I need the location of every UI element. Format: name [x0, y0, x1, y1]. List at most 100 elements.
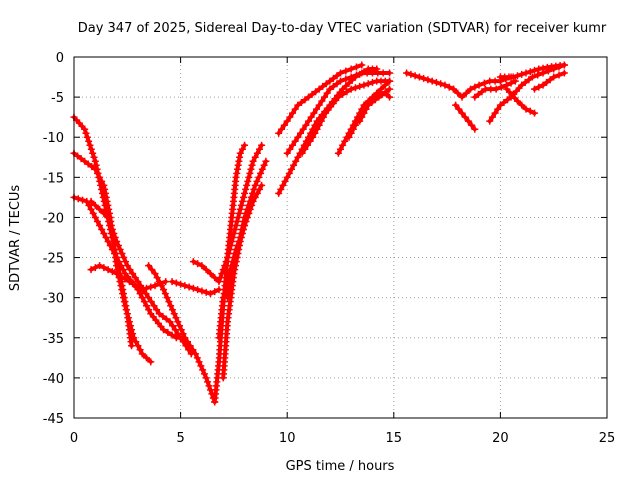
data-point: [381, 89, 389, 97]
data-point: [258, 141, 266, 149]
data-point: [120, 298, 128, 306]
data-point: [108, 268, 116, 276]
data-point: [198, 287, 206, 295]
data-point: [161, 290, 169, 298]
data-point: [294, 101, 302, 109]
data-point: [186, 342, 194, 350]
data-point: [126, 322, 134, 330]
data-point: [177, 280, 185, 288]
data-point: [147, 283, 155, 291]
data-point: [153, 306, 161, 314]
data-point: [317, 117, 325, 125]
data-point: [238, 145, 246, 153]
data-point: [171, 326, 179, 334]
data-point: [79, 196, 87, 204]
data-point: [235, 209, 243, 217]
data-point: [509, 73, 517, 81]
data-point: [283, 117, 291, 125]
data-point: [513, 72, 521, 80]
data-point: [134, 278, 142, 286]
data-point: [315, 85, 323, 93]
data-point: [125, 278, 133, 286]
data-point: [333, 80, 341, 88]
data-point: [258, 165, 266, 173]
data-point: [202, 374, 210, 382]
data-point: [90, 153, 98, 161]
y-tick-label: -15: [43, 171, 64, 186]
series-track-25: [503, 85, 539, 117]
data-point: [496, 101, 504, 109]
data-point: [437, 80, 445, 88]
y-tick-label: -30: [43, 292, 64, 307]
data-point: [428, 77, 436, 85]
data-point: [343, 88, 351, 96]
series-track-7: [168, 278, 223, 298]
data-point: [407, 70, 415, 78]
data-point: [168, 278, 176, 286]
data-point: [294, 133, 302, 141]
data-point: [281, 177, 289, 185]
data-point: [454, 89, 462, 97]
data-point: [245, 205, 253, 213]
data-point: [560, 69, 568, 77]
x-tick-label: 10: [279, 431, 296, 446]
data-point: [87, 205, 95, 213]
data-point: [142, 354, 150, 362]
data-point: [492, 85, 500, 93]
data-point: [239, 193, 247, 201]
data-point: [255, 145, 263, 153]
data-point: [257, 169, 265, 177]
y-tick-label: -5: [51, 91, 64, 106]
data-point: [122, 306, 130, 314]
data-point: [546, 76, 554, 84]
data-point: [162, 315, 170, 323]
data-point: [234, 250, 242, 258]
data-point: [452, 101, 460, 109]
data-point: [157, 282, 165, 290]
data-point: [192, 350, 200, 358]
data-point: [373, 93, 381, 101]
series-track-4: [87, 262, 170, 294]
data-point: [101, 185, 109, 193]
data-point: [262, 157, 270, 165]
data-point: [280, 121, 288, 129]
data-point: [352, 63, 360, 71]
data-point: [85, 201, 93, 209]
data-point: [291, 105, 299, 113]
data-point: [486, 117, 494, 125]
y-axis-ticks: 0 -5 -10 -15 -20 -25 -30 -35 -40 -45: [43, 51, 607, 427]
data-point: [345, 133, 353, 141]
data-point: [449, 85, 457, 93]
data-point: [242, 185, 250, 193]
data-point: [253, 177, 261, 185]
data-point: [169, 322, 177, 330]
data-point: [283, 173, 291, 181]
y-tick-label: -40: [43, 372, 64, 387]
data-point: [151, 270, 159, 278]
data-point: [147, 298, 155, 306]
data-point: [134, 342, 142, 350]
data-point: [96, 262, 104, 270]
data-point: [351, 121, 359, 129]
data-point: [458, 109, 466, 117]
data-point: [285, 169, 293, 177]
data-point: [386, 77, 394, 85]
data-point: [360, 109, 368, 117]
data-point: [189, 258, 197, 266]
data-point: [292, 157, 300, 165]
series-track-26: [496, 61, 568, 81]
data-point: [471, 83, 479, 91]
data-point: [168, 306, 176, 314]
data-point: [531, 109, 539, 117]
y-tick-label: -35: [43, 332, 64, 347]
data-point: [319, 82, 327, 90]
data-point: [494, 105, 502, 113]
data-point: [102, 234, 110, 241]
data-point: [237, 234, 245, 241]
data-point: [231, 266, 239, 274]
data-point: [305, 93, 313, 101]
data-point: [116, 278, 124, 286]
data-point: [110, 229, 118, 237]
data-point: [89, 149, 97, 157]
data-point: [104, 201, 112, 209]
